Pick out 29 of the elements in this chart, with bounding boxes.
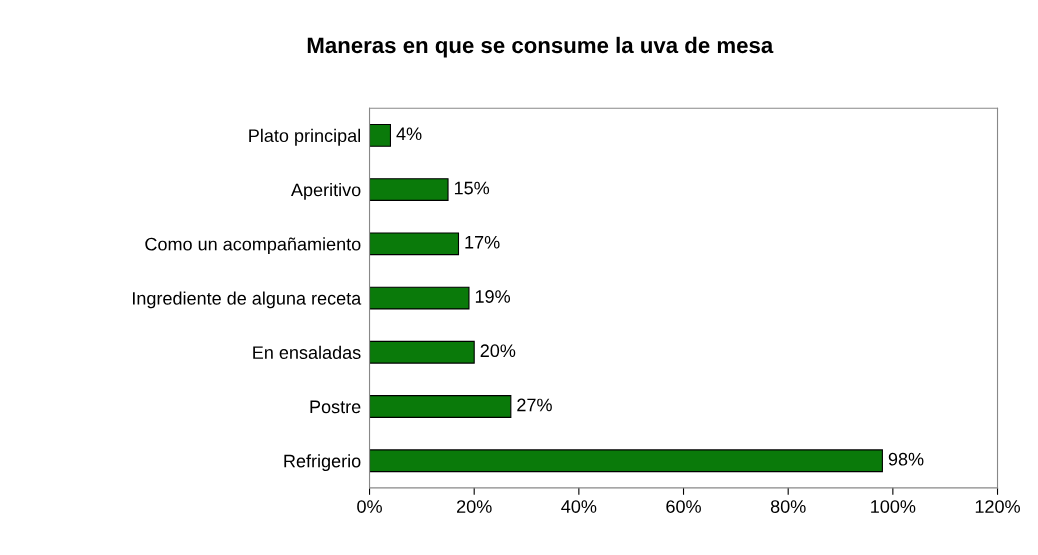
y-tick-label: Plato principal [249,128,360,146]
bar [369,340,475,364]
y-tick-label: En ensaladas [253,345,361,359]
bar [369,123,392,147]
x-tick-label: 20% [457,500,492,513]
bar [369,286,470,310]
x-tick-label: 40% [561,500,597,513]
y-tick-label: Refrigerio [284,454,361,472]
data-label: 17% [465,235,500,249]
x-tick-label: 80% [770,500,806,513]
y-tick-label: Aperitivo [290,183,361,200]
x-tick-label: 120% [975,500,1020,513]
data-label: 27% [517,398,552,412]
y-tick-label: Postre [310,400,361,414]
bar [369,178,449,201]
y-tick-label: Ingrediente de alguna receta [133,291,362,309]
data-label: 19% [475,290,511,303]
data-label: 15% [454,181,490,195]
x-tick-label: 100% [871,500,916,513]
bar [369,395,512,418]
y-tick-label: Como un acompañamiento [145,237,361,255]
data-label: 4% [396,127,422,141]
bar [369,449,883,473]
bar [369,232,460,256]
x-tick-label: 0% [357,500,382,513]
x-tick-label: 60% [666,500,701,513]
data-label: 98% [888,452,924,466]
data-label: 20% [480,344,516,358]
chart-title: Maneras en que se consume la uva de mesa [307,36,774,58]
